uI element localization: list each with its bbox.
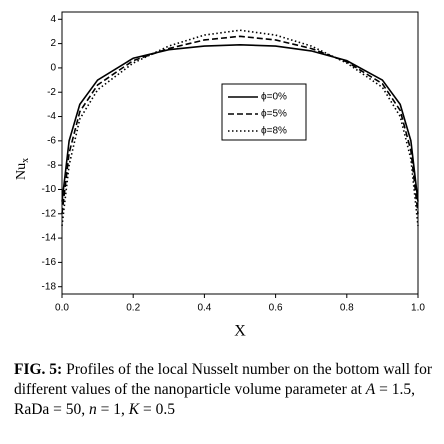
- y-tick-label: -2: [47, 87, 56, 98]
- y-tick-label: -16: [42, 257, 57, 268]
- y-tick-label: -10: [42, 184, 57, 195]
- y-tick-label: -4: [47, 111, 56, 122]
- plot-frame: [61, 11, 419, 295]
- x-axis-label: X: [234, 323, 246, 340]
- x-tick-label: 0.8: [340, 303, 354, 314]
- chart: X Nux 4 2 0 -2 -4 -6 -8 -10 -12 -14 -16 -18 0.0 0.2 0.…: [14, 11, 425, 340]
- legend-label: ϕ=5%: [261, 109, 287, 120]
- y-tick-label: -18: [42, 281, 57, 292]
- y-axis-label-sub: x: [20, 158, 31, 163]
- caption-text: K: [128, 401, 140, 418]
- x-tick-label: 0.2: [126, 303, 140, 314]
- y-tick-label: -8: [47, 160, 56, 171]
- caption-text: Profiles of the local Nusselt number on …: [14, 361, 432, 398]
- series-line: [61, 44, 419, 202]
- y-tick-label: -14: [42, 233, 57, 244]
- x-tick-label: 0.6: [269, 303, 283, 314]
- x-tick-label: 0.4: [197, 303, 211, 314]
- caption-label: FIG. 5:: [14, 361, 63, 378]
- y-tick-label: 2: [50, 38, 56, 49]
- caption-text: = 1.5, RaDa = 50,: [14, 381, 415, 418]
- x-tick-label: 1.0: [411, 303, 425, 314]
- y-tick-label: 4: [50, 14, 56, 25]
- caption-text: = 1,: [96, 401, 129, 418]
- caption-text: A: [365, 381, 376, 398]
- caption-text: = 0.5: [139, 401, 176, 418]
- series-line: [61, 35, 419, 214]
- y-axis-label-base: Nu: [14, 163, 29, 180]
- x-tick-label: 0.0: [55, 303, 69, 314]
- legend-label: ϕ=8%: [261, 126, 287, 137]
- y-tick-label: 0: [50, 63, 56, 74]
- y-tick-label: -6: [47, 135, 56, 146]
- legend-label: ϕ=0%: [261, 92, 287, 103]
- caption-text: n: [89, 401, 97, 418]
- caption: FIG. 5: Profiles of the local Nusselt nu…: [14, 360, 432, 420]
- y-tick-label: -12: [42, 208, 57, 219]
- y-axis-label: Nux: [14, 158, 31, 180]
